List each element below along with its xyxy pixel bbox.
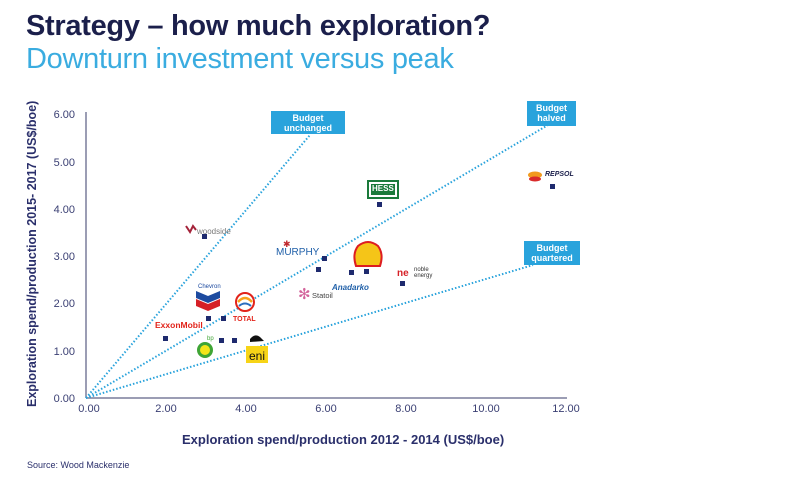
budget-unchanged-line bbox=[85, 134, 311, 399]
marker-noble bbox=[400, 281, 405, 286]
svg-text:4.00: 4.00 bbox=[54, 204, 75, 216]
y-tick-labels: 0.00 1.00 2.00 3.00 4.00 5.00 6.00 bbox=[54, 109, 75, 405]
x-tick-labels: 0.00 2.00 4.00 6.00 8.00 10.00 12.00 bbox=[78, 403, 579, 415]
budget-quartered-line2: quartered bbox=[531, 253, 573, 263]
svg-text:3.00: 3.00 bbox=[54, 251, 75, 263]
marker-total bbox=[221, 316, 226, 321]
budget-halved-line bbox=[85, 124, 549, 399]
svg-text:8.00: 8.00 bbox=[395, 403, 416, 415]
budget-halved-label: Budget halved bbox=[527, 101, 576, 126]
marker-anadarko bbox=[349, 270, 354, 275]
statoil-logo-icon: ✻ bbox=[298, 285, 311, 303]
bp-logo-icon bbox=[197, 342, 213, 358]
x-axis-label: Exploration spend/production 2012 - 2014… bbox=[182, 432, 505, 447]
marker-chevron bbox=[206, 316, 211, 321]
source-note: Source: Wood Mackenzie bbox=[27, 460, 130, 470]
svg-text:4.00: 4.00 bbox=[235, 403, 256, 415]
budget-unchanged-label: Budget unchanged bbox=[271, 111, 345, 134]
svg-text:10.00: 10.00 bbox=[472, 403, 500, 415]
marker-hess bbox=[377, 202, 382, 207]
logo-hess: HESS bbox=[372, 184, 394, 193]
budget-unchanged-line2: unchanged bbox=[283, 123, 332, 133]
svg-text:6.00: 6.00 bbox=[54, 109, 75, 121]
svg-text:12.00: 12.00 bbox=[552, 403, 580, 415]
logo-bp: bp bbox=[207, 336, 214, 342]
marker-murphy bbox=[322, 256, 327, 261]
svg-text:5.00: 5.00 bbox=[54, 157, 75, 169]
marker-bp bbox=[219, 338, 224, 343]
svg-text:0.00: 0.00 bbox=[78, 403, 99, 415]
logo-eni: eni bbox=[249, 349, 266, 363]
budget-quartered-line bbox=[85, 264, 534, 399]
marker-statoil bbox=[316, 267, 321, 272]
svg-text:0.00: 0.00 bbox=[54, 393, 75, 405]
logo-statoil: Statoil bbox=[312, 291, 333, 300]
svg-text:1.00: 1.00 bbox=[54, 346, 75, 358]
logo-murphy: MURPHY bbox=[276, 247, 320, 258]
logo-shapes: ✱ ✻ ne bbox=[185, 171, 542, 363]
data-markers bbox=[163, 184, 555, 343]
logo-exxonmobil: ExxonMobil bbox=[155, 320, 203, 330]
budget-halved-line2: halved bbox=[537, 113, 566, 123]
svg-text:6.00: 6.00 bbox=[315, 403, 336, 415]
page-subtitle: Downturn investment versus peak bbox=[26, 43, 454, 75]
svg-text:2.00: 2.00 bbox=[155, 403, 176, 415]
marker-shell bbox=[364, 269, 369, 274]
svg-text:2.00: 2.00 bbox=[54, 298, 75, 310]
marker-exxonmobil bbox=[163, 336, 168, 341]
marker-eni bbox=[232, 338, 237, 343]
total-logo-icon bbox=[235, 292, 255, 312]
budget-quartered-label: Budget quartered bbox=[524, 241, 580, 265]
budget-quartered-line1: Budget bbox=[536, 243, 568, 253]
repsol-logo-icon bbox=[528, 171, 542, 179]
logo-woodside: woodside bbox=[197, 227, 231, 236]
murphy-logo-icon: ✱ bbox=[283, 240, 291, 250]
marker-repsol bbox=[550, 184, 555, 189]
logo-repsol: REPSOL bbox=[545, 171, 574, 178]
logo-total: TOTAL bbox=[233, 316, 256, 323]
logo-chevron: Chevron bbox=[198, 284, 221, 290]
budget-halved-line1: Budget bbox=[536, 103, 567, 113]
logo-noble: noble energy bbox=[414, 267, 433, 279]
budget-unchanged-line1: Budget bbox=[292, 113, 324, 123]
chevron-logo-icon bbox=[196, 291, 220, 303]
noble-logo-icon: ne bbox=[397, 268, 409, 279]
woodside-logo-icon bbox=[185, 224, 197, 234]
eni-logo-icon bbox=[246, 346, 268, 363]
shell-logo-icon bbox=[353, 241, 383, 267]
page-title: Strategy – how much exploration? bbox=[26, 10, 491, 42]
logo-anadarko: Anadarko bbox=[332, 283, 369, 292]
y-axis-label: Exploration spend/production 2015- 2017 … bbox=[25, 100, 39, 407]
marker-woodside bbox=[202, 234, 207, 239]
